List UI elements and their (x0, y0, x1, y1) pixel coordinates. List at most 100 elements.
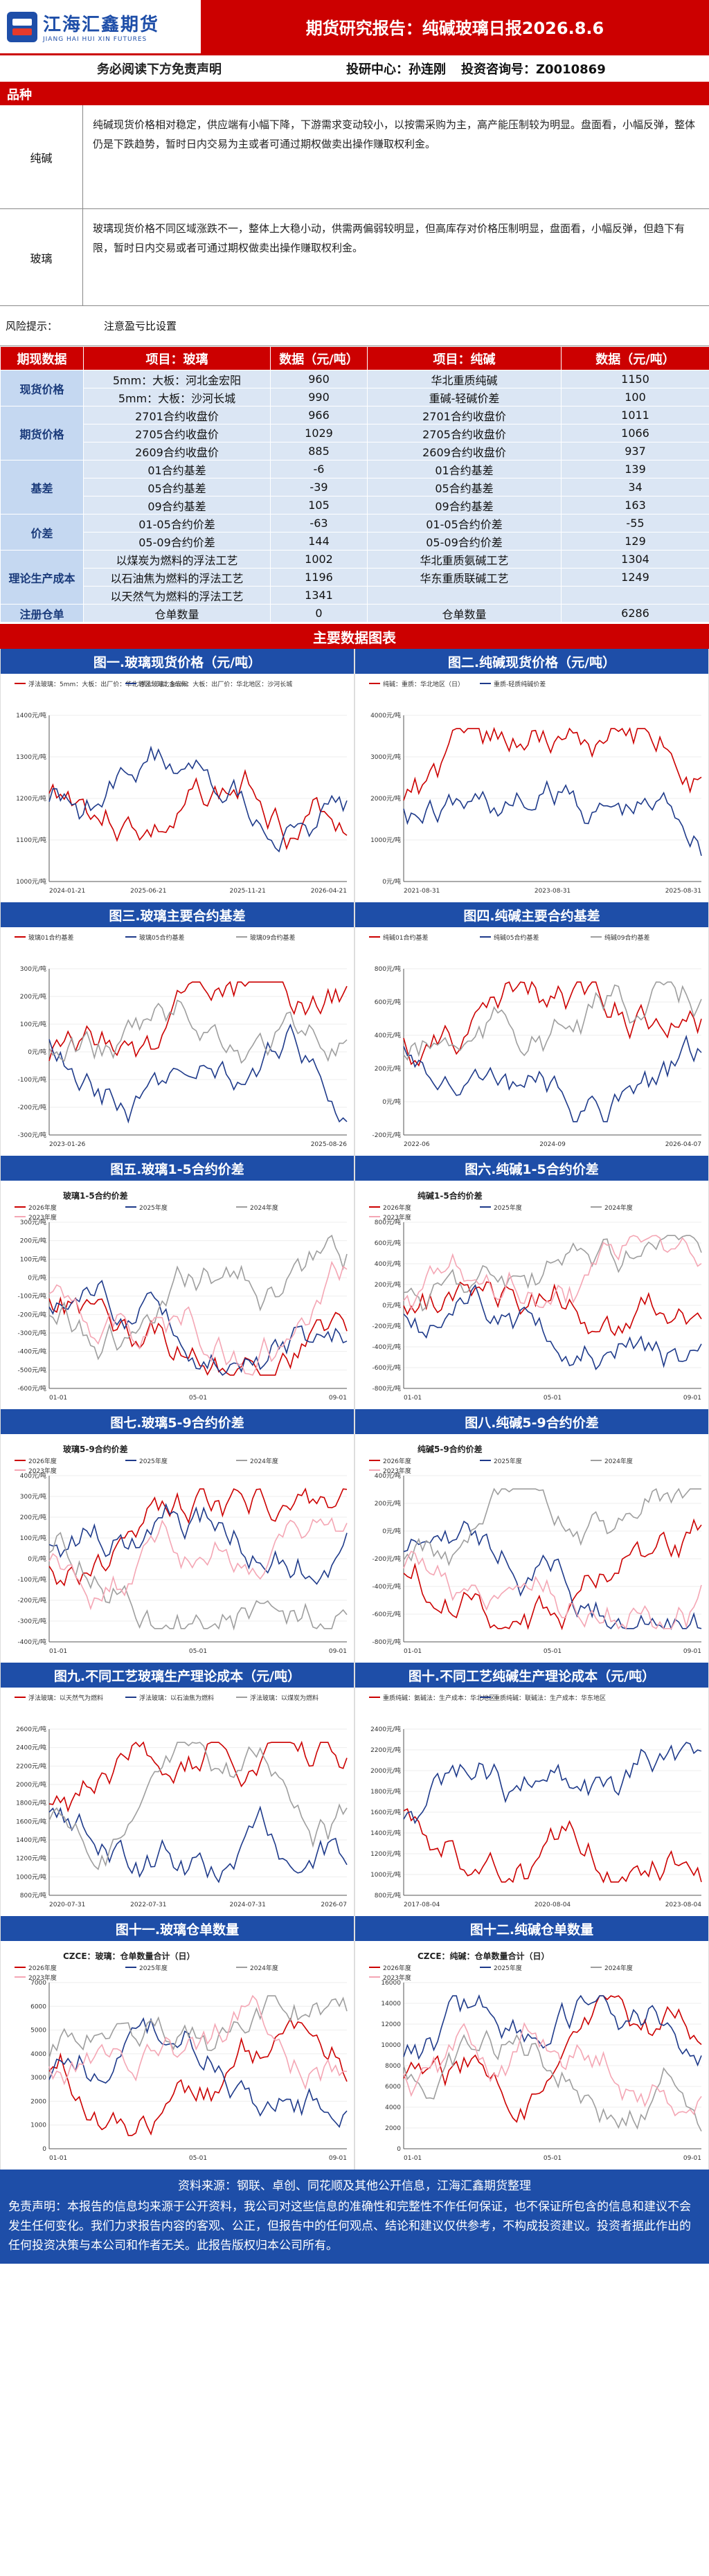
y-tick-label: 1000元/吨 (370, 836, 401, 844)
license-number: 投资咨询号：Z0010869 (461, 62, 606, 77)
legend-label: 纯碱09合约基差 (604, 933, 649, 942)
x-tick-label: 09-01 (329, 2155, 347, 2162)
y-tick-label: 1400元/吨 (370, 1829, 401, 1837)
glass-text: 玻璃现货价格不同区域涨跌不一，整体上大稳小动，供需两偏弱较明显，但高库存对价格压… (93, 222, 685, 254)
table-cell: 以煤炭为燃料的浮法工艺 (83, 550, 271, 569)
report-title: 期货研究报告：纯碱玻璃日报2026.8.6 (201, 0, 709, 53)
x-tick-label: 2025-06-21 (130, 888, 166, 895)
y-tick-label: -800元/吨 (373, 1638, 401, 1646)
subheader: 务必阅读下方免责声明 投研中心：孙连刚 投资咨询号：Z0010869 (0, 55, 709, 83)
y-tick-label: 4000 (385, 2104, 401, 2111)
logo-name-en: JIANG HAI HUI XIN FUTURES (43, 36, 147, 43)
table-cell: 以石油焦为燃料的浮法工艺 (83, 568, 271, 587)
legend-label: 2024年度 (604, 1457, 633, 1465)
y-tick-label: 800元/吨 (375, 965, 401, 973)
x-tick-label: 05-01 (544, 1648, 562, 1655)
disclaimer: 免责声明：本报告的信息均来源于公开资料，我公司对这些信息的准确性和完整性不作任何… (8, 2200, 691, 2253)
y-tick-label: 100元/吨 (20, 1255, 46, 1263)
chart-row: 图五.玻璃1-5合约价差 玻璃1-5合约价差 2026年度 2025年度 2024年度 2… (0, 1156, 709, 1409)
y-tick-label: 2200元/吨 (16, 1762, 46, 1770)
legend-label: 玻璃01合约基差 (28, 933, 73, 942)
series-line (403, 1487, 701, 1566)
x-tick-label: 09-01 (683, 1648, 701, 1655)
y-tick-label: 400元/吨 (20, 1472, 46, 1480)
x-tick-label: 2024-09 (539, 1141, 566, 1148)
chart-svg: CZCE：纯碱：仓单数量合计（日） 2026年度 2025年度 2024年度 2023年… (369, 1951, 702, 2162)
y-tick-label: -400元/吨 (18, 1638, 46, 1646)
y-tick-label: 12000 (381, 2021, 401, 2028)
y-tick-label: 0 (397, 2146, 401, 2153)
chart-inner-title: CZCE：纯碱：仓单数量合计（日） (418, 1951, 550, 1961)
x-tick-label: 05-01 (544, 2155, 562, 2162)
series-line (48, 745, 348, 853)
y-tick-label: 1000 (30, 2122, 46, 2129)
y-tick-label: 1600元/吨 (370, 1808, 401, 1816)
y-tick-label: 2000元/吨 (16, 1780, 46, 1789)
y-tick-label: 6000 (30, 2003, 46, 2010)
table-cell: 05-09合约价差 (83, 532, 271, 551)
y-tick-label: 0 (42, 2146, 46, 2153)
y-tick-label: 1000元/吨 (370, 1870, 401, 1879)
legend-label: 2025年度 (494, 1964, 522, 1972)
soda-ash-view: 纯碱 纯碱现货价格相对稳定，供应端有小幅下降，下游需求变动较小，以按需采购为主，… (0, 105, 709, 209)
table-cell: 6286 (561, 604, 709, 623)
y-tick-label: 2400元/吨 (16, 1744, 46, 1752)
chart-panel: 图二.纯碱现货价格（元/吨） 纯碱：重质：华北地区（日） 重质-轻质纯碱价差 4000… (354, 649, 709, 902)
y-tick-label: -100元/吨 (18, 1292, 46, 1300)
table-cell: 0 (270, 604, 368, 623)
table-cell: 1341 (270, 586, 368, 605)
table-row: 以天然气为燃料的浮法工艺 1341 (1, 586, 709, 605)
y-tick-label: 200元/吨 (20, 1237, 46, 1245)
legend-label: 2025年度 (494, 1204, 522, 1212)
table-row: 理论生产成本 以煤炭为燃料的浮法工艺 1002 华北重质氨碱工艺 1304 (0, 550, 709, 605)
table-cell: 990 (270, 388, 368, 406)
y-tick-label: -200元/吨 (373, 1555, 401, 1563)
x-tick-label: 2021-08-31 (404, 888, 440, 895)
table-cell: -63 (270, 514, 368, 533)
y-tick-label: 4000元/吨 (370, 711, 401, 719)
x-tick-label: 01-01 (49, 1648, 67, 1655)
table-cell: 139 (561, 460, 709, 478)
risk-text: 注意盈亏比设置 (104, 320, 177, 332)
table-row: 以石油焦为燃料的浮法工艺 1196 华东重质联碱工艺 1249 (1, 568, 709, 587)
x-tick-label: 2026-07 (321, 1902, 347, 1908)
chart-panel: 图八.纯碱5-9合约价差 纯碱5-9合约价差 2026年度 2025年度 2024年度 2… (354, 1409, 709, 1663)
x-tick-label: 2026-04-21 (311, 888, 347, 895)
x-tick-label: 01-01 (49, 2155, 67, 2162)
y-tick-label: 200元/吨 (375, 1499, 401, 1508)
variety-section-title: 品种 (0, 83, 709, 105)
series-line (403, 1550, 702, 1630)
y-tick-label: 800元/吨 (375, 1218, 401, 1226)
table-row: 价差 01-05合约价差 -63 01-05合约价差 -55 (0, 514, 709, 551)
series-line (48, 1296, 348, 1376)
legend-label: 重质纯碱：联碱法：生产成本：华东地区 (494, 1694, 606, 1702)
x-tick-label: 01-01 (404, 1648, 422, 1655)
series-line (48, 1740, 348, 1813)
chart-title: 图一.玻璃现货价格（元/吨） (1, 649, 354, 674)
y-tick-label: 1400元/吨 (16, 1836, 46, 1844)
series-line (403, 1281, 702, 1336)
y-tick-label: 1200元/吨 (370, 1850, 401, 1858)
chart-inner-title: CZCE：玻璃：仓单数量合计（日） (63, 1951, 195, 1961)
footer: 资料来源：钢联、卓创、同花顺及其他公开信息，江海汇鑫期货整理 免责声明：本报告的… (0, 2170, 709, 2264)
legend-label: 2024年度 (604, 1964, 633, 1972)
table-cell: 129 (561, 532, 709, 551)
legend-label: 2025年度 (139, 1204, 168, 1212)
legend-label: 重质-轻质纯碱价差 (494, 680, 546, 688)
table-cell: 2609合约收盘价 (83, 442, 271, 460)
y-tick-label: -800元/吨 (373, 1384, 401, 1393)
table-row: 2609合约收盘价 885 2609合约收盘价 937 (1, 442, 709, 460)
table-row: 期货价格 2701合约收盘价 966 2701合约收盘价 1011 (0, 406, 709, 460)
soda-ash-label: 纯碱 (0, 105, 83, 208)
data-source: 资料来源：钢联、卓创、同花顺及其他公开信息，江海汇鑫期货整理 (178, 2179, 531, 2193)
series-line (403, 1284, 702, 1370)
legend-label: 浮法玻璃：5mm：大板：出厂价：华北地区：沙河长城 (139, 680, 292, 688)
x-tick-label: 2020-07-31 (49, 1902, 85, 1908)
page: { "header": { "logo_cn": "江海汇鑫期货", "logo… (0, 0, 709, 2264)
y-tick-label: 14000 (381, 2001, 401, 2007)
y-tick-label: 2400元/吨 (370, 1725, 401, 1733)
table-cell: 华北重质纯碱 (367, 370, 562, 388)
y-tick-label: -200元/吨 (373, 1322, 401, 1330)
table-cell: 937 (561, 442, 709, 460)
